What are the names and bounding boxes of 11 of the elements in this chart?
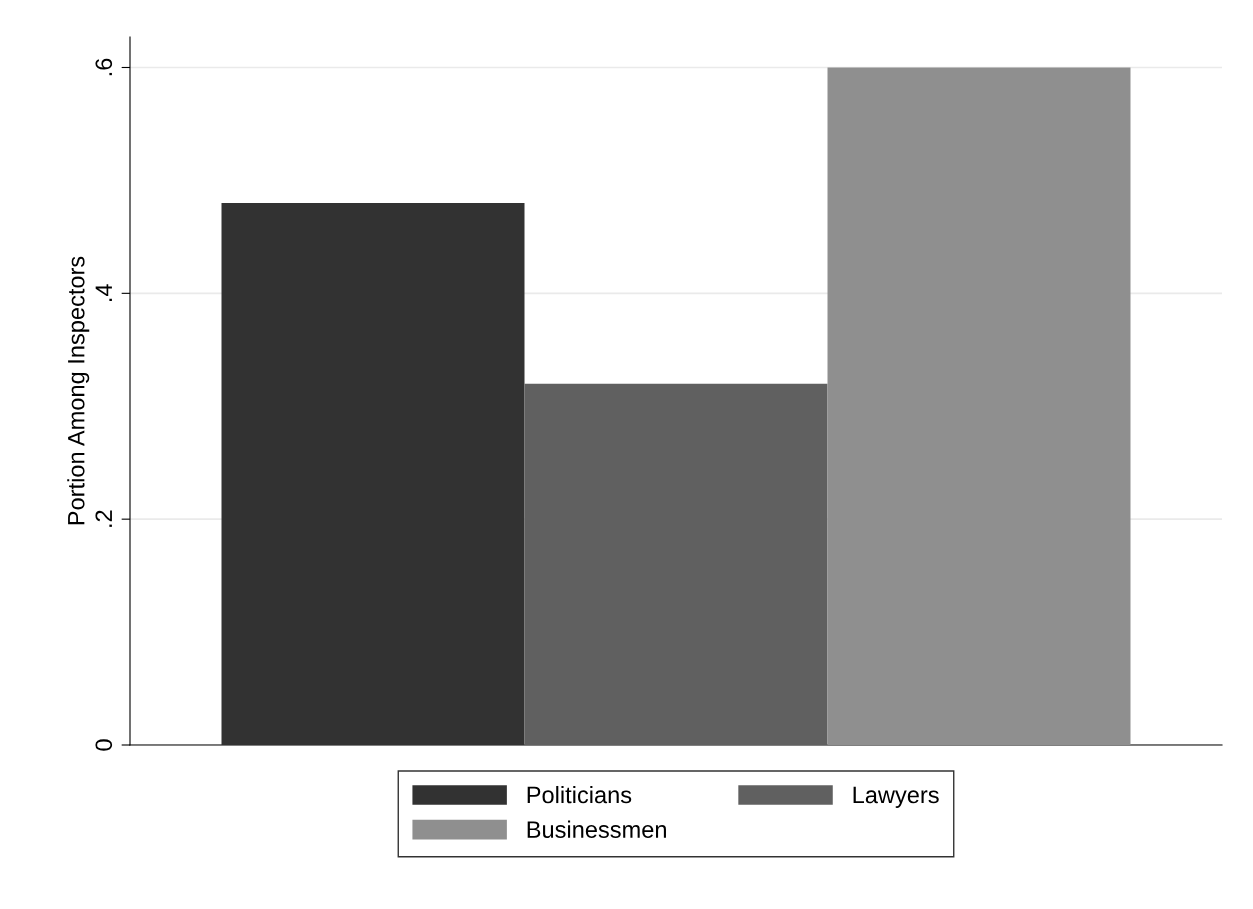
y-tick-label: .4 bbox=[95, 284, 112, 302]
y-tick-label: 0 bbox=[95, 739, 113, 751]
y-tick-label: .2 bbox=[95, 510, 112, 527]
y-tick-label: .6 bbox=[95, 58, 113, 76]
bar bbox=[221, 202, 525, 745]
bar bbox=[524, 383, 828, 745]
bar bbox=[827, 67, 1131, 745]
legend-label: Politicians bbox=[527, 785, 632, 804]
legend-label: Businessmen bbox=[527, 820, 666, 838]
y-axis-title: Portion Among Inspectors bbox=[67, 256, 90, 525]
legend-label: Lawyers bbox=[853, 786, 939, 808]
